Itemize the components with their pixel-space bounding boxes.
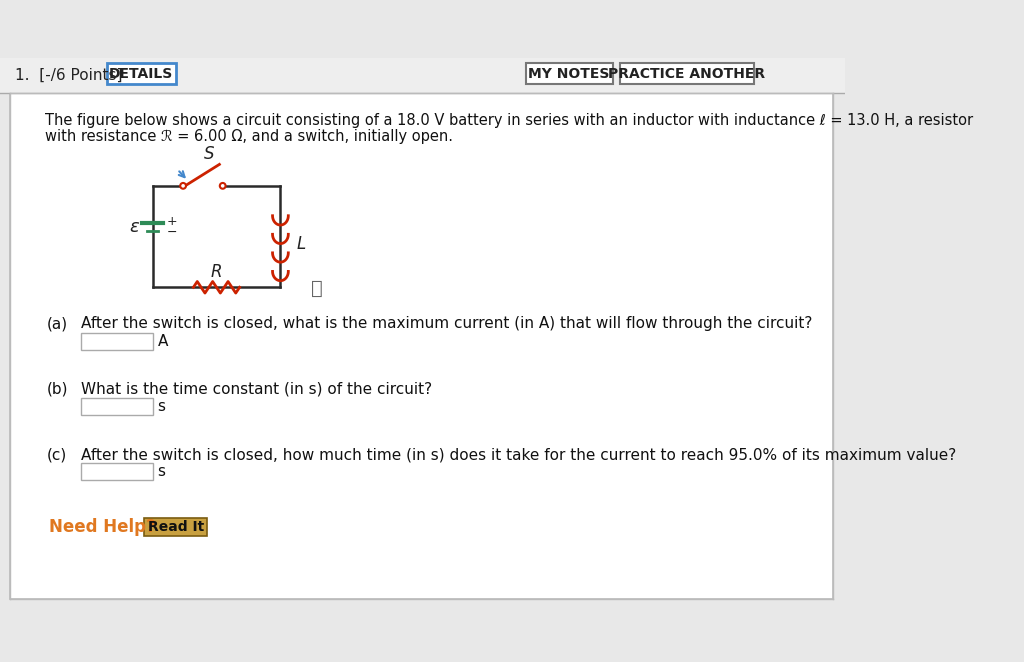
Text: ⓘ: ⓘ	[311, 279, 323, 299]
Text: 1.  [-/6 Points]: 1. [-/6 Points]	[14, 68, 122, 83]
FancyBboxPatch shape	[81, 463, 154, 481]
Text: After the switch is closed, how much time (in s) does it take for the current to: After the switch is closed, how much tim…	[81, 448, 956, 462]
Text: After the switch is closed, what is the maximum current (in A) that will flow th: After the switch is closed, what is the …	[81, 316, 812, 331]
Text: What is the time constant (in s) of the circuit?: What is the time constant (in s) of the …	[81, 381, 432, 397]
Text: +: +	[167, 214, 177, 228]
FancyBboxPatch shape	[81, 398, 154, 415]
Text: (c): (c)	[47, 448, 68, 462]
Text: Need Help?: Need Help?	[49, 518, 157, 536]
FancyBboxPatch shape	[144, 518, 207, 536]
FancyBboxPatch shape	[10, 93, 833, 599]
Text: (a): (a)	[47, 316, 69, 331]
Text: The figure below shows a circuit consisting of a 18.0 V battery in series with a: The figure below shows a circuit consist…	[45, 113, 974, 128]
Text: with resistance ℛ = 6.00 Ω, and a switch, initially open.: with resistance ℛ = 6.00 Ω, and a switch…	[45, 129, 454, 144]
Text: −: −	[167, 226, 177, 238]
FancyBboxPatch shape	[81, 332, 154, 350]
Text: ε: ε	[129, 218, 138, 236]
Text: DETAILS: DETAILS	[109, 67, 173, 81]
FancyBboxPatch shape	[108, 63, 176, 84]
Text: s: s	[158, 399, 166, 414]
FancyBboxPatch shape	[0, 58, 845, 93]
Text: A: A	[158, 334, 168, 350]
Text: S: S	[204, 146, 215, 164]
Circle shape	[220, 183, 225, 189]
Text: PRACTICE ANOTHER: PRACTICE ANOTHER	[608, 67, 766, 81]
Text: R: R	[211, 263, 222, 281]
FancyBboxPatch shape	[526, 63, 612, 84]
Text: MY NOTES: MY NOTES	[528, 67, 609, 81]
Text: Read It: Read It	[147, 520, 204, 534]
Text: s: s	[158, 463, 166, 479]
FancyBboxPatch shape	[621, 63, 754, 84]
Text: (b): (b)	[47, 381, 69, 397]
Text: L: L	[297, 234, 306, 253]
Circle shape	[180, 183, 186, 189]
